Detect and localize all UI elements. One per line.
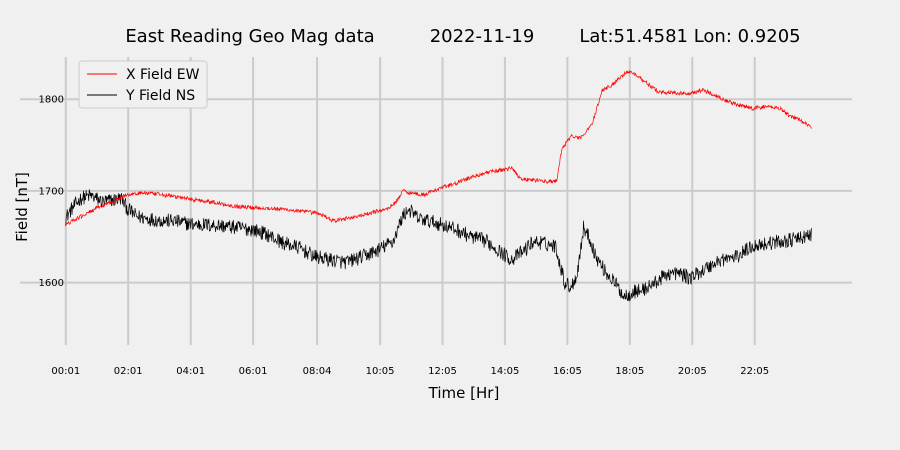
chart-title-station: East Reading Geo Mag data — [125, 26, 374, 47]
series-line-y-field-ns — [65, 189, 812, 302]
legend-label-y-field: Y Field NS — [125, 88, 195, 104]
x-tick-label: 00:01 — [51, 366, 80, 377]
x-tick-label: 16:05 — [553, 366, 582, 377]
x-tick-label: 20:05 — [678, 366, 707, 377]
series-lines — [64, 70, 812, 302]
y-tick-label: 1600 — [39, 278, 64, 289]
x-tick-label: 04:01 — [176, 366, 205, 377]
x-tick-label: 18:05 — [615, 366, 644, 377]
y-tick-label: 1800 — [39, 95, 64, 106]
x-tick-label: 10:05 — [366, 366, 395, 377]
y-tick-label: 1700 — [39, 186, 64, 197]
series-line-x-field-ew — [64, 70, 812, 226]
legend-box — [78, 60, 208, 109]
y-tick-labels: 1600 1700 1800 — [39, 95, 64, 289]
x-tick-labels: 00:01 02:01 04:01 06:01 08:04 10:05 12:05 14:05… — [51, 366, 769, 377]
x-tick-label: 08:04 — [303, 366, 332, 377]
x-tick-label: 02:01 — [114, 366, 143, 377]
legend-label-x-field: X Field EW — [126, 67, 200, 83]
x-tick-label: 22:05 — [740, 366, 769, 377]
x-tick-label: 06:01 — [239, 366, 268, 377]
chart-title-coords: Lat:51.4581 Lon: 0.9205 — [579, 26, 800, 47]
x-tick-label: 14:05 — [490, 366, 519, 377]
y-axis-label: Field [nT] — [13, 172, 31, 242]
x-axis-label: Time [Hr] — [428, 384, 500, 402]
chart-title-date: 2022-11-19 — [430, 26, 535, 47]
x-tick-label: 12:05 — [428, 366, 457, 377]
legend: X Field EW Y Field NS — [78, 60, 208, 109]
